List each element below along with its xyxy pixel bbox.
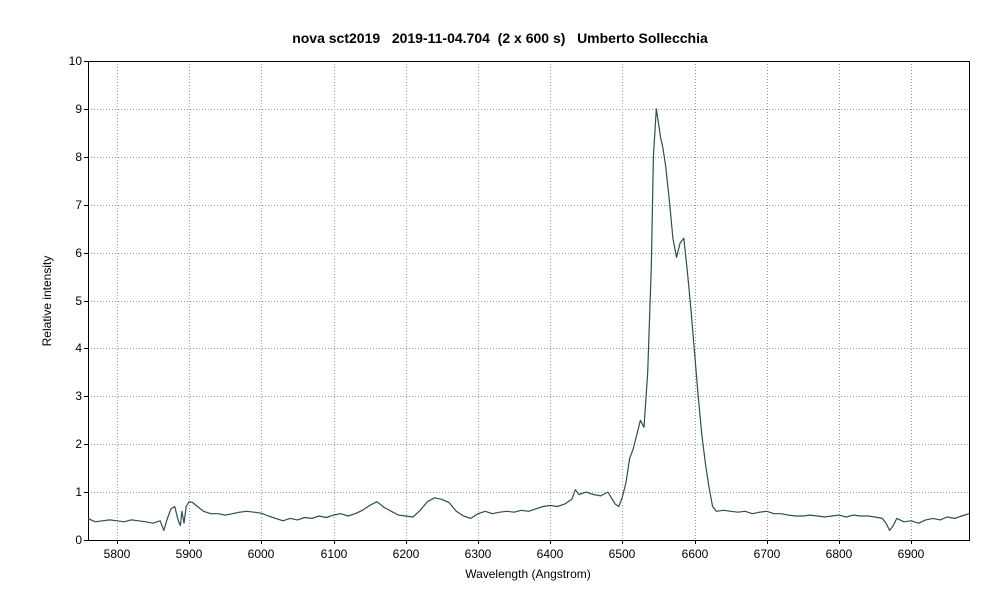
x-tick-label: 6100 [321,547,348,561]
x-tick-label: 6500 [609,547,636,561]
x-tick-label: 6200 [393,547,420,561]
y-tick-label: 4 [75,341,82,355]
x-axis-ticks: 5800 5900 6000 6100 6200 6300 6400 6500 6600 6700… [104,540,925,561]
y-tick-label: 0 [75,533,82,547]
y-tick-label: 7 [75,198,82,212]
x-tick-label: 6700 [754,547,781,561]
y-tick-label: 9 [75,102,82,116]
data-layer [87,108,970,532]
y-tick-label: 3 [75,389,82,403]
x-tick-label: 6300 [465,547,492,561]
x-tick-label: 6000 [248,547,275,561]
x-tick-label: 5900 [176,547,203,561]
x-tick-label: 5800 [104,547,131,561]
x-axis-label: Wavelength (Angstrom) [465,567,591,581]
grid-lines [88,61,969,540]
x-tick-label: 6800 [826,547,853,561]
y-tick-label: 5 [75,294,82,308]
x-tick-label: 6400 [537,547,564,561]
y-axis-ticks: 0 1 2 3 4 5 6 7 8 9 10 [69,54,88,547]
y-tick-label: 2 [75,437,82,451]
y-tick-label: 6 [75,246,82,260]
chart-title: nova sct2019 2019-11-04.704 (2 x 600 s) … [292,30,708,46]
y-axis-label: Relative intensity [40,256,54,347]
x-tick-label: 6900 [898,547,925,561]
x-tick-label: 6600 [682,547,709,561]
plot-frame [88,61,970,541]
y-tick-label: 8 [75,150,82,164]
spectrum-line [87,108,970,532]
y-tick-label: 10 [69,54,83,68]
y-tick-label: 1 [75,485,82,499]
